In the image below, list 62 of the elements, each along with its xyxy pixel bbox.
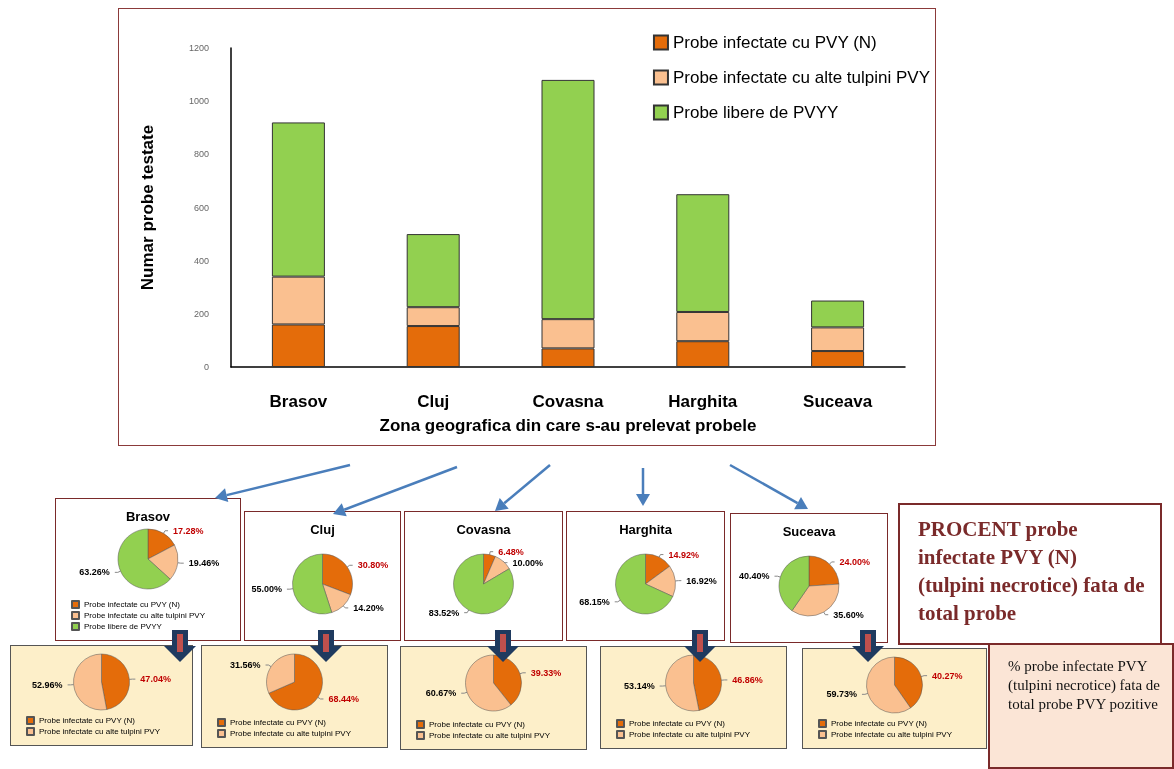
legend-label: Probe infectate cu alte tulpini PVY <box>672 68 930 87</box>
data-label: 14.20% <box>353 602 384 613</box>
data-label: 53.14% <box>624 681 655 692</box>
y-tick-label: 600 <box>193 202 209 213</box>
legend-label: Probe infectate cu alte tulpini PVY <box>831 730 953 739</box>
y-tick-label: 1200 <box>188 43 209 53</box>
data-label: 39.33% <box>530 667 562 678</box>
x-axis-title: Zona geografica din care s-au prelevat probele <box>379 416 757 435</box>
data-label: 47.04% <box>140 674 171 685</box>
data-label: 30.80% <box>357 560 389 571</box>
legend-label: Probe infectate cu alte tulpini PVY <box>84 611 206 620</box>
data-label: 59.73% <box>826 689 857 700</box>
data-label: 52.96% <box>32 679 63 690</box>
legend-label: Probe infectate cu PVY (N) <box>672 33 877 52</box>
data-label: 10.00% <box>512 557 543 568</box>
legend-label: Probe infectate cu PVY (N) <box>831 719 928 728</box>
legend-label: Probe libere de PVYY <box>84 622 163 631</box>
y-axis-title: Numar probe testate <box>138 124 157 291</box>
legend-label: Probe infectate cu alte tulpini PVY <box>230 729 352 738</box>
data-label: 60.67% <box>425 688 457 699</box>
y-tick-label: 200 <box>193 308 209 319</box>
x-tick-label: Suceava <box>803 392 873 411</box>
data-label: 40.27% <box>932 670 963 681</box>
legend-label: Probe infectate cu PVY (N) <box>429 720 526 729</box>
data-label: 55.00% <box>251 584 282 595</box>
legend-label: Probe infectate cu alte tulpini PVY <box>429 731 551 740</box>
legend-label: Probe infectate cu PVY (N) <box>84 600 181 609</box>
data-label: 14.92% <box>668 549 699 560</box>
data-label: 40.40% <box>738 571 770 582</box>
chart-title: Brasov <box>125 509 171 524</box>
legend-label: Probe infectate cu alte tulpini PVY <box>629 730 751 739</box>
legend-label: Probe infectate cu PVY (N) <box>230 718 327 727</box>
y-tick-label: 1000 <box>188 96 209 107</box>
text: PROCENT probe infectate PVY (N) (tulpini necrotice) fata de total probe <box>917 516 1146 627</box>
text: % probe infectate PVY (tulpini necrotice) fata de total probe PVY pozitive <box>1007 657 1161 714</box>
x-tick-label: Brasov <box>269 392 328 411</box>
y-tick-label: 0 <box>203 362 209 372</box>
chart-title: Harghita <box>619 522 673 537</box>
chart-title: Suceava <box>782 524 837 539</box>
x-tick-label: Covasna <box>532 392 604 411</box>
data-label: 6.48% <box>498 546 524 557</box>
data-label: 68.15% <box>579 596 610 607</box>
y-tick-label: 400 <box>193 255 209 266</box>
data-label: 19.46% <box>188 558 220 569</box>
x-tick-label: Cluj <box>417 392 450 411</box>
data-label: 83.52% <box>428 607 460 618</box>
chart-title: Cluj <box>310 522 335 537</box>
legend-label: Probe libere de PVYY <box>672 103 839 122</box>
x-tick-label: Harghita <box>668 392 738 411</box>
legend-label: Probe infectate cu alte tulpini PVY <box>39 727 161 736</box>
legend-label: Probe infectate cu PVY (N) <box>39 716 136 725</box>
data-label: 35.60% <box>833 609 864 620</box>
data-label: 68.44% <box>328 693 359 704</box>
data-label: 24.00% <box>839 556 871 567</box>
data-label: 31.56% <box>230 660 261 671</box>
data-label: 63.26% <box>79 567 110 578</box>
chart-title: Covasna <box>456 522 512 537</box>
y-tick-label: 800 <box>193 149 209 160</box>
data-label: 17.28% <box>173 525 204 536</box>
data-label: 16.92% <box>686 575 717 586</box>
data-label: 46.86% <box>732 674 763 685</box>
legend-label: Probe infectate cu PVY (N) <box>629 719 726 728</box>
